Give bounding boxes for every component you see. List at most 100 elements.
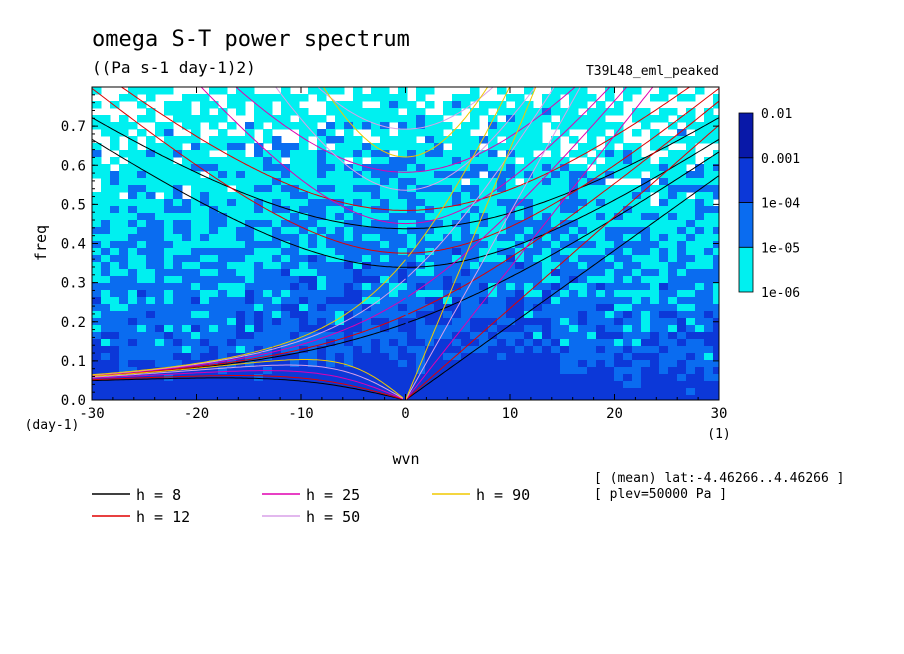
- power-cell: [146, 283, 156, 291]
- power-cell: [173, 283, 183, 291]
- power-cell: [227, 192, 237, 200]
- power-cell: [299, 255, 309, 263]
- power-cell: [641, 304, 651, 312]
- power-cell: [308, 311, 318, 319]
- power-cell: [335, 290, 345, 298]
- power-cell: [407, 150, 417, 158]
- power-cell: [452, 367, 462, 375]
- power-cell: [569, 388, 579, 396]
- power-cell: [461, 388, 471, 396]
- power-cell: [434, 276, 444, 284]
- power-cell: [551, 136, 561, 144]
- power-cell: [335, 297, 345, 305]
- power-cell: [497, 367, 507, 375]
- power-cell: [416, 171, 426, 179]
- power-cell: [650, 220, 660, 228]
- power-cell: [632, 129, 642, 137]
- power-cell: [623, 374, 633, 382]
- power-cell: [191, 164, 201, 172]
- power-cell: [524, 234, 534, 242]
- power-cell: [650, 325, 660, 333]
- power-cell: [398, 360, 408, 368]
- power-cell: [164, 171, 174, 179]
- power-cell: [452, 346, 462, 354]
- power-cell: [560, 346, 570, 354]
- power-cell: [344, 360, 354, 368]
- power-cell: [146, 248, 156, 256]
- power-cell: [668, 318, 678, 326]
- power-cell: [353, 213, 363, 221]
- power-cell: [704, 178, 714, 186]
- power-cell: [488, 185, 498, 193]
- power-cell: [200, 388, 210, 396]
- power-cell: [119, 381, 129, 389]
- power-cell: [281, 325, 291, 333]
- power-cell: [713, 353, 719, 361]
- power-cell: [605, 87, 615, 95]
- power-cell: [632, 276, 642, 284]
- power-cell: [173, 115, 183, 123]
- power-cell: [407, 325, 417, 333]
- power-cell: [344, 248, 354, 256]
- power-cell: [317, 318, 327, 326]
- power-cell: [425, 178, 435, 186]
- power-cell: [470, 360, 480, 368]
- power-cell: [209, 220, 219, 228]
- power-cell: [686, 381, 696, 389]
- power-cell: [119, 234, 129, 242]
- power-cell: [650, 227, 660, 235]
- power-cell: [713, 255, 719, 263]
- power-cell: [209, 297, 219, 305]
- power-cell: [668, 332, 678, 340]
- power-cell: [569, 360, 579, 368]
- annotation-plev: [ plev=50000 Pa ]: [594, 487, 727, 502]
- power-cell: [506, 325, 516, 333]
- power-cell: [542, 101, 552, 109]
- power-cell: [182, 136, 192, 144]
- power-cell: [155, 241, 165, 249]
- power-cell: [596, 360, 606, 368]
- power-cell: [488, 311, 498, 319]
- power-cell: [578, 276, 588, 284]
- power-cell: [155, 87, 165, 95]
- power-cell: [632, 171, 642, 179]
- power-cell: [398, 388, 408, 396]
- power-cell: [695, 353, 705, 361]
- power-cell: [155, 143, 165, 151]
- power-cell: [344, 297, 354, 305]
- power-cell: [110, 255, 120, 263]
- power-cell: [101, 318, 111, 326]
- power-cell: [92, 248, 102, 256]
- power-cell: [209, 227, 219, 235]
- power-cell: [515, 227, 525, 235]
- power-cell: [560, 332, 570, 340]
- power-cell: [317, 311, 327, 319]
- power-cell: [533, 367, 543, 375]
- power-cell: [173, 325, 183, 333]
- power-cell: [173, 255, 183, 263]
- power-cell: [407, 164, 417, 172]
- ig1-curve: [200, 87, 611, 225]
- power-cell: [353, 87, 363, 95]
- power-cell: [326, 360, 336, 368]
- power-cell: [713, 192, 719, 200]
- power-cell: [704, 346, 714, 354]
- power-cell: [641, 192, 651, 200]
- power-cell: [218, 227, 228, 235]
- power-cell: [605, 276, 615, 284]
- power-cell: [155, 178, 165, 186]
- power-cell: [389, 136, 399, 144]
- power-cell: [515, 276, 525, 284]
- power-cell: [119, 290, 129, 298]
- power-cell: [236, 150, 246, 158]
- power-cell: [587, 94, 597, 102]
- power-cell: [713, 374, 719, 382]
- power-cell: [452, 241, 462, 249]
- power-cell: [362, 199, 372, 207]
- power-cell: [632, 213, 642, 221]
- colorbar-label: 1e-05: [761, 241, 800, 256]
- power-cell: [479, 360, 489, 368]
- power-cell: [659, 136, 669, 144]
- power-cell: [569, 108, 579, 116]
- power-cell: [389, 248, 399, 256]
